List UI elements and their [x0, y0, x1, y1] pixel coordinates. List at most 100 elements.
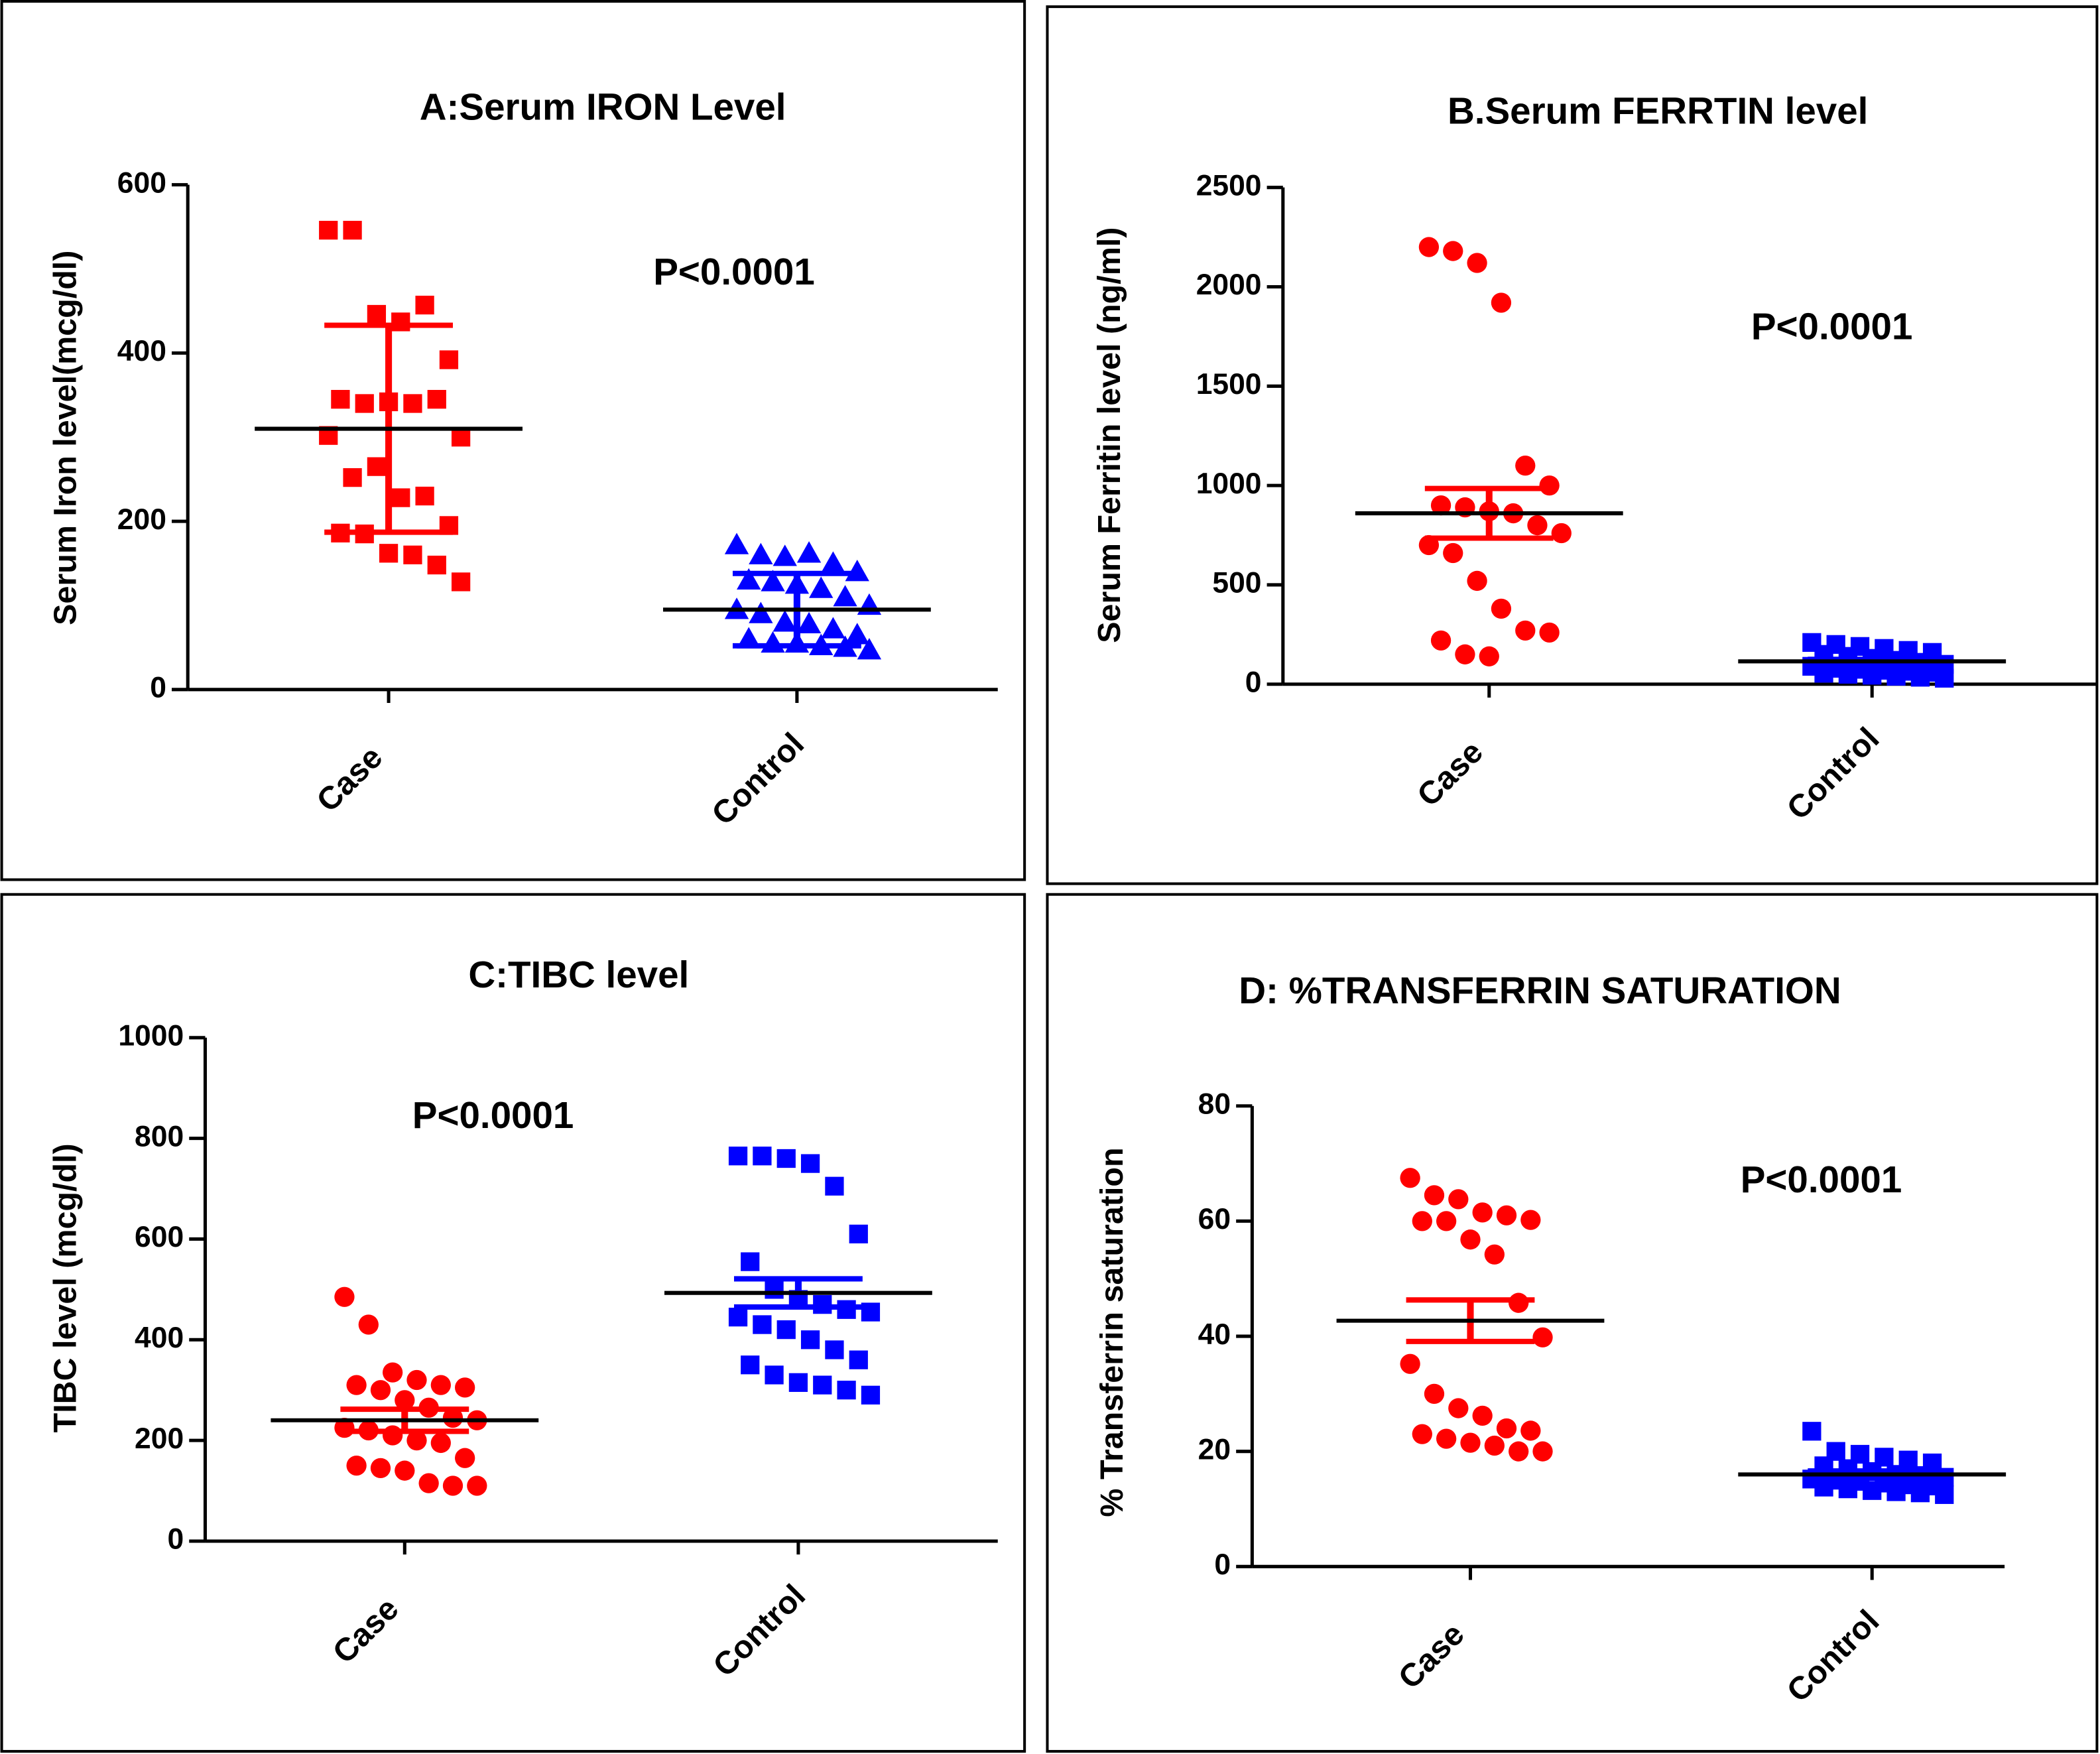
x-tick-label: Case — [1392, 1616, 1471, 1696]
data-point — [1520, 1420, 1541, 1441]
y-tick-label: 60 — [1198, 1203, 1231, 1235]
chart-title: B.Serum FERRTIN level — [1448, 90, 1868, 132]
y-tick-label: 1000 — [1196, 468, 1262, 500]
data-point — [1412, 1211, 1432, 1231]
data-point — [442, 1407, 463, 1428]
data-point — [1802, 1422, 1822, 1441]
panel-border — [1046, 893, 2099, 1753]
data-point — [331, 390, 350, 409]
y-tick-label: 2500 — [1196, 169, 1262, 202]
data-point — [741, 1252, 760, 1271]
data-point — [1515, 620, 1536, 641]
y-tick-label: 2000 — [1196, 269, 1262, 301]
data-point — [837, 1381, 856, 1400]
data-point — [1400, 1168, 1420, 1188]
data-point — [1467, 253, 1487, 273]
data-point — [367, 457, 387, 476]
data-point — [1509, 1441, 1529, 1462]
data-point — [821, 551, 845, 573]
y-axis-label: TIBC level (mcg/dl) — [47, 1143, 83, 1432]
data-point — [1532, 1441, 1553, 1462]
data-point — [849, 1224, 868, 1244]
y-tick-label: 200 — [135, 1422, 184, 1455]
y-tick-label: 800 — [135, 1120, 184, 1153]
data-point — [1515, 456, 1536, 476]
data-point — [1430, 630, 1451, 651]
data-point — [395, 1460, 415, 1481]
data-point — [439, 350, 459, 369]
annotation: P<0.0001 — [1751, 306, 1913, 347]
data-point — [418, 1473, 439, 1493]
data-point — [391, 312, 410, 332]
data-point — [1551, 523, 1572, 544]
data-point — [737, 568, 761, 590]
annotation: P<0.0001 — [412, 1094, 574, 1136]
y-tick-label: 0 — [150, 672, 166, 704]
data-point — [1484, 1244, 1505, 1265]
data-point — [1460, 1229, 1481, 1250]
data-point — [370, 1458, 391, 1479]
data-point — [1430, 495, 1451, 516]
data-point — [334, 1286, 355, 1307]
data-point — [765, 1365, 784, 1385]
data-point — [343, 221, 362, 240]
y-tick-label: 200 — [117, 503, 166, 536]
data-point — [343, 468, 362, 487]
data-point — [845, 623, 869, 645]
data-point — [1412, 1424, 1432, 1444]
data-point — [1400, 1353, 1420, 1374]
y-tick-label: 80 — [1198, 1088, 1231, 1120]
y-tick-label: 0 — [1245, 666, 1262, 698]
data-point — [367, 304, 387, 324]
data-point — [749, 601, 773, 623]
data-point — [796, 611, 822, 634]
panel: A:Serum IRON Level P<0.0001 Serum Iron lev… — [0, 0, 1026, 881]
data-point — [1436, 1428, 1457, 1449]
data-point — [1491, 598, 1512, 619]
data-point — [821, 617, 845, 639]
data-point — [1532, 1327, 1553, 1347]
data-point — [1863, 1481, 1882, 1500]
data-point — [451, 428, 471, 447]
x-tick-label: Control — [1780, 1603, 1886, 1709]
data-point — [753, 1315, 772, 1334]
chart-title: A:Serum IRON Level — [420, 86, 786, 128]
chart-title: C:TIBC level — [468, 954, 689, 995]
data-point — [1935, 1485, 1954, 1504]
data-point — [1418, 237, 1440, 257]
data-point — [1886, 666, 1906, 686]
data-point — [391, 488, 410, 507]
data-point — [1472, 1405, 1493, 1426]
data-point — [1424, 1383, 1445, 1405]
panel-border — [0, 0, 1026, 881]
data-point — [1527, 515, 1548, 536]
data-point — [1496, 1205, 1517, 1225]
data-point — [833, 585, 857, 607]
data-point — [1910, 668, 1930, 687]
y-tick-label: 0 — [167, 1523, 184, 1556]
data-point — [1424, 1185, 1445, 1206]
data-point — [800, 1154, 820, 1173]
data-point — [1886, 1482, 1906, 1501]
data-point — [776, 1149, 796, 1168]
data-point — [415, 295, 434, 315]
data-point — [1467, 570, 1487, 592]
data-point — [1436, 1211, 1457, 1231]
data-point — [455, 1448, 475, 1468]
data-point — [406, 1369, 427, 1391]
x-tick-label: Case — [310, 739, 389, 819]
y-tick-label: 600 — [135, 1221, 184, 1253]
data-point — [427, 390, 446, 409]
y-tick-label: 1500 — [1196, 368, 1262, 401]
annotation: P<0.0001 — [653, 251, 815, 292]
data-point — [430, 1375, 451, 1395]
data-point — [1496, 1418, 1517, 1439]
data-point — [1448, 1189, 1469, 1210]
data-point — [1814, 1477, 1833, 1497]
y-tick-label: 40 — [1198, 1318, 1231, 1351]
data-point — [772, 544, 797, 566]
y-tick-label: 1000 — [118, 1020, 184, 1052]
data-point — [724, 532, 749, 554]
data-point — [1838, 1479, 1858, 1499]
